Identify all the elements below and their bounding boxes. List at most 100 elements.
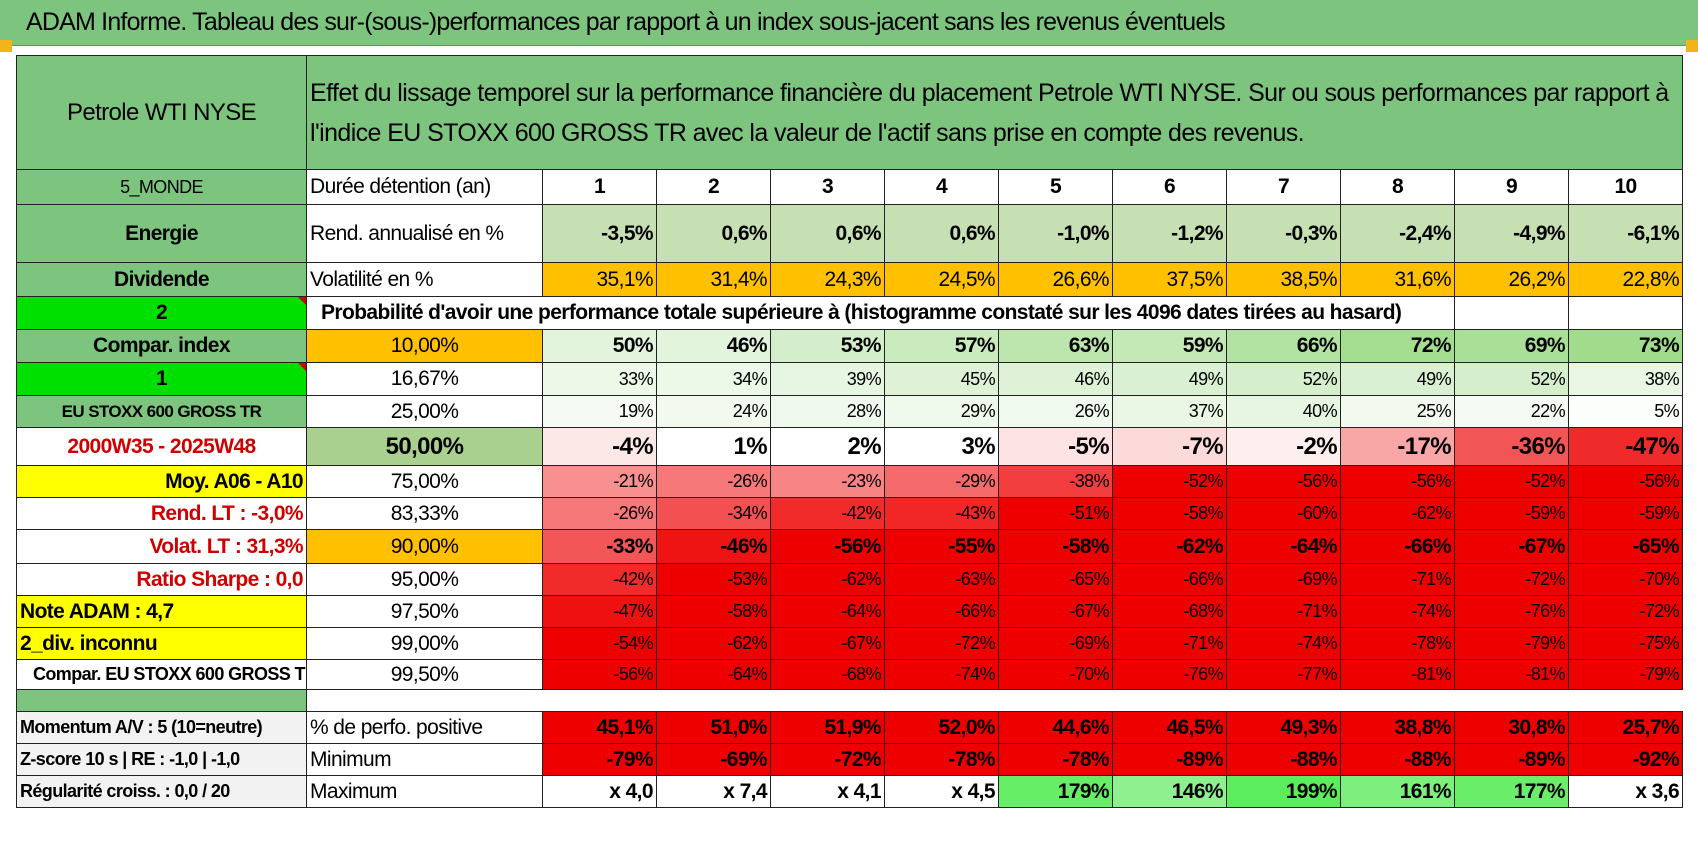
perf-value: -63% <box>884 563 999 596</box>
perf-value: -71% <box>1112 627 1227 660</box>
quantile-row: Note ADAM : 4,7 97,50% -47% -58% -64% -66% -67… <box>16 595 1684 628</box>
perf-value: -29% <box>884 465 999 498</box>
summary-left-label: Momentum A/V : 5 (10=neutre) <box>16 711 307 744</box>
summary-value: 44,6% <box>998 711 1113 744</box>
left-label-index-name: EU STOXX 600 GROSS TR <box>16 395 307 428</box>
rend-value: -2,4% <box>1340 204 1455 263</box>
perf-value: -69% <box>998 627 1113 660</box>
summary-value: -78% <box>884 743 999 776</box>
dividend-label: Dividende <box>16 262 307 297</box>
perf-value: -74% <box>1340 595 1455 628</box>
summary-value: 146% <box>1112 775 1227 808</box>
perf-value: -62% <box>1340 497 1455 530</box>
perf-value: 22% <box>1454 395 1569 428</box>
perf-value: -64% <box>1226 529 1341 564</box>
proba-label: Probabilité d'avoir une performance tota… <box>306 296 1455 330</box>
asset-name: Petrole WTI NYSE <box>16 55 307 170</box>
perf-value: 1% <box>656 427 771 466</box>
perf-value: -66% <box>1112 563 1227 596</box>
year-header: 9 <box>1454 169 1569 205</box>
rend-label: Rend. annualisé en % <box>306 204 543 263</box>
perf-value: -52% <box>1454 465 1569 498</box>
perf-value: -56% <box>1226 465 1341 498</box>
perf-value: -38% <box>998 465 1113 498</box>
perf-value: -78% <box>1340 627 1455 660</box>
perf-value: -23% <box>770 465 885 498</box>
summary-row: Régularité croiss. : 0,0 / 20 Maximum x 4,… <box>16 775 1684 808</box>
perf-value: -64% <box>770 595 885 628</box>
perf-value: -76% <box>1112 659 1227 690</box>
perf-value: 19% <box>542 395 657 428</box>
perf-value: 38% <box>1567 362 1684 396</box>
perf-value: -53% <box>656 563 771 596</box>
vol-value: 38,5% <box>1226 262 1341 297</box>
perf-value: -65% <box>998 563 1113 596</box>
perf-value: -7% <box>1112 427 1227 466</box>
summary-value: -69% <box>656 743 771 776</box>
quantile-value: 83,33% <box>306 497 543 530</box>
quantile-row: 2000W35 - 2025W48 50,00% -4% 1% 2% 3% -5% -7% -2… <box>16 427 1684 466</box>
perf-value: -64% <box>656 659 771 690</box>
quantile-row: Rend. LT : -3,0% 83,33% -26% -34% -42% -43% -5… <box>16 497 1684 530</box>
perf-value: -54% <box>542 627 657 660</box>
spacer-green <box>16 689 307 712</box>
summary-value: -89% <box>1454 743 1569 776</box>
left-label-compar-full: Compar. EU STOXX 600 GROSS TR <box>16 659 307 690</box>
perf-value: -72% <box>1454 563 1569 596</box>
summary-value: 177% <box>1454 775 1569 808</box>
perf-value: -66% <box>884 595 999 628</box>
left-label-note: Note ADAM : 4,7 <box>16 595 307 628</box>
quantile-row: Compar. index 10,00% 50% 46% 53% 57% 63% 59% 66%… <box>16 329 1684 363</box>
perf-value: -36% <box>1454 427 1569 466</box>
choice-cell-1[interactable]: 2 <box>16 296 307 330</box>
left-label-period: 2000W35 - 2025W48 <box>16 427 307 466</box>
perf-value: -56% <box>1340 465 1455 498</box>
corner-marker-left <box>0 40 12 52</box>
summary-value: -92% <box>1567 743 1684 776</box>
vol-value: 26,2% <box>1454 262 1569 297</box>
year-header: 5 <box>998 169 1113 205</box>
summary-value: 46,5% <box>1112 711 1227 744</box>
perf-value: -47% <box>542 595 657 628</box>
vol-value: 31,6% <box>1340 262 1455 297</box>
perf-value: -62% <box>1112 529 1227 564</box>
perf-value: -52% <box>1112 465 1227 498</box>
perf-value: -76% <box>1454 595 1569 628</box>
perf-value: -46% <box>656 529 771 564</box>
summary-value: 49,3% <box>1226 711 1341 744</box>
summary-value: 52,0% <box>884 711 999 744</box>
summary-value: -79% <box>542 743 657 776</box>
perf-value: -60% <box>1226 497 1341 530</box>
perf-value: -5% <box>998 427 1113 466</box>
corner-marker-right <box>1686 40 1698 52</box>
left-label-choice2[interactable]: 1 <box>16 362 307 396</box>
summary-value: -89% <box>1112 743 1227 776</box>
perf-value: 46% <box>998 362 1113 396</box>
empty-cell <box>1567 296 1684 330</box>
rend-value: 0,6% <box>770 204 885 263</box>
vol-value: 22,8% <box>1567 262 1684 297</box>
perf-value: -51% <box>998 497 1113 530</box>
perf-value: -72% <box>884 627 999 660</box>
summary-value: 38,8% <box>1340 711 1455 744</box>
perf-value: -65% <box>1567 529 1684 564</box>
quantile-value: 90,00% <box>306 529 543 564</box>
quantile-value: 99,50% <box>306 659 543 690</box>
perf-value: -71% <box>1226 595 1341 628</box>
summary-value: 51,9% <box>770 711 885 744</box>
summary-value: x 7,4 <box>656 775 771 808</box>
vol-value: 35,1% <box>542 262 657 297</box>
perf-value: 53% <box>770 329 885 363</box>
perf-value: 33% <box>542 362 657 396</box>
summary-row: Z-score 10 s | RE : -1,0 | -1,0 Minimum -7… <box>16 743 1684 776</box>
perf-value: -68% <box>770 659 885 690</box>
perf-value: 66% <box>1226 329 1341 363</box>
perf-value: 3% <box>884 427 999 466</box>
perf-value: -62% <box>656 627 771 660</box>
year-header: 7 <box>1226 169 1341 205</box>
title-bar: ADAM Informe. Tableau des sur-(sous-)per… <box>0 0 1698 46</box>
summary-row: Momentum A/V : 5 (10=neutre)% de perfo. … <box>16 711 1684 744</box>
quantile-row: Volat. LT : 31,3% 90,00% -33% -46% -56% -55% -… <box>16 529 1684 564</box>
quantile-row: Moy. A06 - A10 75,00% -21% -26% -23% -29% -38%… <box>16 465 1684 498</box>
summary-value: -88% <box>1340 743 1455 776</box>
